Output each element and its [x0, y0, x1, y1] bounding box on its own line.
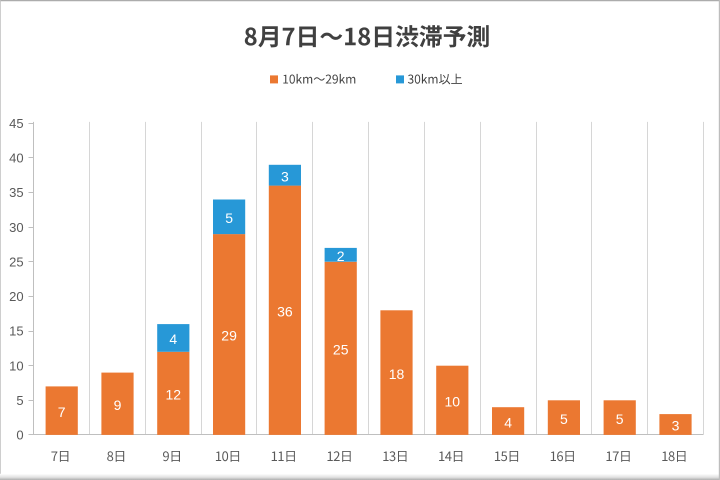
svg-text:20: 20	[9, 289, 23, 304]
svg-text:10: 10	[9, 358, 23, 373]
svg-text:35: 35	[9, 185, 23, 200]
svg-text:5: 5	[560, 411, 568, 427]
svg-text:9: 9	[114, 397, 122, 413]
svg-text:7: 7	[58, 404, 66, 420]
svg-text:3: 3	[672, 418, 680, 434]
svg-text:2: 2	[337, 248, 345, 264]
svg-text:30: 30	[9, 220, 23, 235]
svg-text:4: 4	[504, 414, 512, 430]
svg-text:0: 0	[16, 428, 23, 443]
svg-text:5: 5	[616, 411, 624, 427]
svg-text:10: 10	[445, 394, 461, 410]
svg-text:29: 29	[221, 328, 237, 344]
svg-text:36: 36	[277, 304, 293, 320]
svg-text:12: 12	[166, 387, 182, 403]
svg-text:45: 45	[9, 116, 23, 131]
svg-text:3: 3	[281, 168, 289, 184]
svg-text:5: 5	[225, 210, 233, 226]
svg-text:15: 15	[9, 324, 23, 339]
svg-text:5: 5	[16, 393, 23, 408]
svg-text:25: 25	[9, 255, 23, 270]
svg-text:18: 18	[389, 366, 405, 382]
svg-text:40: 40	[9, 151, 23, 166]
svg-text:25: 25	[333, 342, 349, 358]
svg-text:4: 4	[169, 331, 177, 347]
